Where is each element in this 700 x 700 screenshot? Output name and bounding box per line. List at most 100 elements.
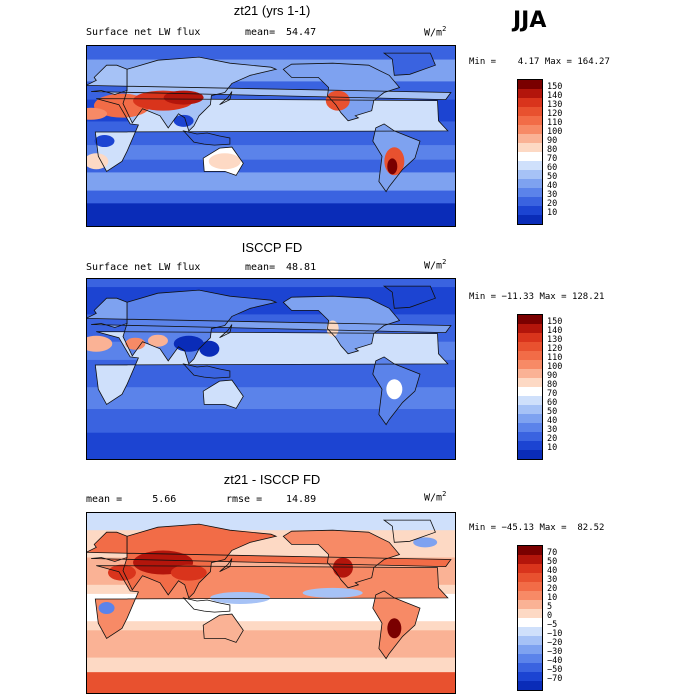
coastline-namerica bbox=[282, 529, 401, 589]
colorbar-swatch bbox=[518, 432, 542, 441]
panel-3-mean-label: mean = 5.66 bbox=[86, 494, 177, 505]
coastline-africa bbox=[94, 331, 449, 405]
colorbar-tick-label: 120 bbox=[547, 109, 563, 119]
colorbar-tick-label: 90 bbox=[547, 136, 558, 146]
coastline-greenland bbox=[382, 519, 436, 543]
colorbar-swatch bbox=[518, 89, 542, 98]
colorbar-tick-label: 40 bbox=[547, 566, 558, 576]
panel-1-variable-label: Surface net LW flux bbox=[86, 27, 201, 38]
field-blob bbox=[199, 340, 220, 357]
colorbar-tick-label: 20 bbox=[547, 584, 558, 594]
colorbar-swatch bbox=[518, 609, 542, 618]
field-band bbox=[86, 172, 456, 191]
colorbar-tick-label: 50 bbox=[547, 172, 558, 182]
colorbar-swatch bbox=[518, 405, 542, 414]
coastline-samerica bbox=[372, 590, 421, 660]
colorbar-swatch bbox=[518, 591, 542, 600]
colorbar-swatch bbox=[518, 582, 542, 591]
field-band bbox=[86, 432, 456, 460]
panel-1-title: zt21 (yrs 1-1) bbox=[233, 3, 311, 18]
colorbar-swatch bbox=[518, 170, 542, 179]
colorbar-tick-label: 10 bbox=[547, 593, 558, 603]
field-blob bbox=[302, 587, 363, 598]
colorbar-swatch bbox=[518, 215, 542, 224]
field-band bbox=[86, 203, 456, 227]
colorbar-tick-label: 0 bbox=[547, 611, 553, 621]
colorbar-tick-label: 80 bbox=[547, 380, 558, 390]
field-region bbox=[283, 296, 400, 354]
colorbar-swatch bbox=[518, 627, 542, 636]
coastline-greenland bbox=[382, 285, 436, 309]
panel-3-minmax: Min = −45.13 Max = 82.52 bbox=[469, 523, 605, 533]
colorbar-swatch bbox=[518, 450, 542, 459]
coastline-australia bbox=[202, 146, 244, 176]
colorbar-tick-label: −10 bbox=[547, 629, 563, 639]
field-blob bbox=[387, 618, 402, 639]
colorbar-swatch bbox=[518, 663, 542, 672]
field-blob bbox=[208, 153, 241, 170]
field-blob bbox=[413, 537, 438, 548]
colorbar-swatch bbox=[518, 116, 542, 125]
field-blob bbox=[386, 379, 403, 400]
colorbar-tick-label: 20 bbox=[547, 434, 558, 444]
field-blob bbox=[387, 158, 398, 175]
field-blob bbox=[107, 564, 136, 581]
colorbar-tick-label: 140 bbox=[547, 326, 563, 336]
colorbar-tick-label: 5 bbox=[547, 602, 553, 612]
coastline-samerica bbox=[372, 123, 421, 193]
field-blob bbox=[173, 114, 194, 127]
colorbar-swatch bbox=[518, 80, 542, 89]
colorbar-swatch bbox=[518, 636, 542, 645]
panel-2-colorbar bbox=[517, 314, 543, 460]
colorbar-swatch bbox=[518, 396, 542, 405]
coastline-europe bbox=[86, 531, 452, 568]
colorbar-tick-label: 10 bbox=[547, 443, 558, 453]
colorbar-swatch bbox=[518, 573, 542, 582]
colorbar-tick-label: 90 bbox=[547, 371, 558, 381]
panel-2-title: ISCCP FD bbox=[241, 240, 303, 255]
colorbar-tick-label: 10 bbox=[547, 208, 558, 218]
panel-3-title: zt21 - ISCCP FD bbox=[223, 472, 321, 487]
field-blob bbox=[147, 334, 168, 347]
field-blob bbox=[94, 135, 115, 148]
field-blob bbox=[170, 564, 207, 581]
season-label: JJA bbox=[513, 8, 547, 33]
coastline-indonesia bbox=[182, 363, 231, 379]
colorbar-tick-label: 80 bbox=[547, 145, 558, 155]
colorbar-tick-label: −70 bbox=[547, 674, 563, 684]
panel-3-units: W/m2 bbox=[424, 490, 447, 504]
panel-1-mean-label: mean= bbox=[245, 27, 276, 38]
field-blob bbox=[210, 591, 271, 604]
colorbar-swatch bbox=[518, 161, 542, 170]
field-blob bbox=[325, 90, 350, 111]
colorbar-tick-label: 20 bbox=[547, 199, 558, 209]
colorbar-swatch bbox=[518, 143, 542, 152]
coastline-samerica bbox=[372, 356, 421, 426]
coastline-asia bbox=[122, 56, 278, 132]
colorbar-swatch bbox=[518, 414, 542, 423]
colorbar-tick-label: 60 bbox=[547, 398, 558, 408]
colorbar-tick-label: 100 bbox=[547, 127, 563, 137]
colorbar-swatch bbox=[518, 179, 542, 188]
colorbar-tick-label: −5 bbox=[547, 620, 558, 630]
field-blob bbox=[86, 153, 109, 170]
panel-1-minmax: Min = 4.17 Max = 164.27 bbox=[469, 57, 610, 67]
panel-3-colorbar bbox=[517, 545, 543, 691]
field-blob bbox=[207, 386, 232, 403]
colorbar-swatch bbox=[518, 645, 542, 654]
colorbar-tick-label: 150 bbox=[547, 317, 563, 327]
colorbar-tick-label: 50 bbox=[547, 407, 558, 417]
colorbar-tick-label: 40 bbox=[547, 416, 558, 426]
coastline-japan bbox=[219, 91, 233, 106]
coastline-namerica bbox=[282, 295, 401, 355]
colorbar-swatch bbox=[518, 555, 542, 564]
colorbar-tick-label: 70 bbox=[547, 548, 558, 558]
coastline-indonesia bbox=[182, 130, 231, 146]
field-blob bbox=[98, 602, 115, 615]
colorbar-swatch bbox=[518, 546, 542, 555]
colorbar-swatch bbox=[518, 441, 542, 450]
panel-3-map bbox=[86, 512, 456, 694]
colorbar-swatch bbox=[518, 672, 542, 681]
map-frame bbox=[86, 45, 456, 227]
colorbar-swatch bbox=[518, 333, 542, 342]
